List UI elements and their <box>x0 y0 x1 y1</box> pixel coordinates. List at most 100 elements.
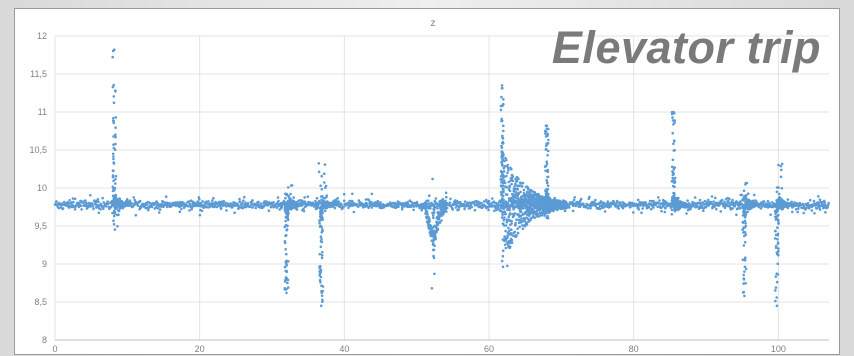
data-point <box>510 167 513 171</box>
data-point <box>406 202 410 206</box>
data-point <box>433 206 436 210</box>
data-point <box>817 195 820 198</box>
data-point <box>512 208 515 211</box>
data-point <box>286 216 290 220</box>
data-point <box>713 205 716 208</box>
data-point <box>440 219 443 222</box>
grid-layer <box>54 35 829 341</box>
data-point <box>606 200 610 203</box>
data-point <box>113 48 116 51</box>
data-point <box>514 221 517 225</box>
data-point <box>502 129 505 133</box>
data-point <box>652 206 655 209</box>
data-point <box>506 166 510 170</box>
data-point <box>502 153 505 156</box>
data-point <box>686 199 689 202</box>
data-point <box>776 238 779 241</box>
data-point <box>594 198 597 202</box>
x-tick-label: 20 <box>195 344 205 354</box>
data-point <box>522 204 525 207</box>
data-point <box>702 209 705 213</box>
data-point <box>715 207 718 211</box>
data-point <box>499 175 503 178</box>
data-point <box>777 163 780 167</box>
data-point <box>510 241 514 245</box>
data-point <box>92 207 95 211</box>
data-point <box>532 200 535 203</box>
x-tick-label: 0 <box>52 344 57 354</box>
data-point <box>673 176 677 180</box>
data-point <box>505 158 508 162</box>
data-point <box>287 194 290 198</box>
data-point <box>794 208 798 211</box>
data-point <box>178 210 182 213</box>
data-point <box>710 195 714 198</box>
data-point <box>215 205 218 209</box>
data-point <box>546 141 550 145</box>
data-point <box>775 304 779 308</box>
data-point <box>111 55 114 59</box>
data-point <box>732 201 735 205</box>
data-point <box>657 196 660 199</box>
data-point <box>777 247 780 250</box>
data-point <box>806 202 810 205</box>
x-tick-label: 100 <box>771 344 786 354</box>
data-point <box>644 201 648 204</box>
data-point <box>267 209 271 212</box>
data-point <box>284 248 288 251</box>
data-point <box>506 171 509 175</box>
data-point <box>320 240 324 244</box>
data-point <box>286 209 289 212</box>
data-point <box>743 294 746 298</box>
data-point <box>698 198 702 202</box>
data-point <box>744 222 747 225</box>
data-point <box>352 210 356 214</box>
data-point <box>286 199 290 203</box>
data-point <box>807 206 811 210</box>
data-point <box>536 212 540 216</box>
data-point <box>319 235 323 238</box>
data-point <box>526 191 530 194</box>
data-point <box>520 217 523 221</box>
data-point <box>145 203 149 207</box>
data-point <box>487 208 490 212</box>
data-point <box>500 141 504 145</box>
data-point <box>719 210 722 213</box>
data-point <box>740 193 744 197</box>
data-point <box>519 182 523 185</box>
data-point <box>529 205 532 209</box>
data-point <box>510 177 514 181</box>
data-point <box>73 197 77 201</box>
data-point <box>745 181 749 185</box>
data-point <box>130 201 133 205</box>
data-point <box>730 200 733 204</box>
data-point <box>132 196 135 199</box>
data-point <box>502 204 505 208</box>
data-point <box>339 205 342 209</box>
data-point <box>565 205 569 209</box>
data-point <box>578 205 582 209</box>
data-point <box>810 209 814 212</box>
data-point <box>448 201 452 204</box>
data-point <box>777 192 781 196</box>
data-point <box>320 198 323 201</box>
data-point <box>664 207 667 210</box>
data-point <box>741 228 744 232</box>
data-point <box>115 206 119 210</box>
data-point <box>521 181 525 185</box>
data-point <box>774 299 777 303</box>
data-point <box>286 224 289 228</box>
data-point <box>320 237 323 241</box>
data-point <box>503 175 506 178</box>
data-point <box>777 186 780 189</box>
data-point <box>213 204 216 208</box>
data-point <box>502 102 505 106</box>
data-point <box>589 207 592 210</box>
data-point <box>507 168 510 172</box>
data-point <box>429 225 433 228</box>
data-point <box>319 304 323 308</box>
data-point <box>544 144 548 147</box>
data-point <box>97 200 100 204</box>
data-point <box>315 196 319 200</box>
data-point <box>514 187 517 191</box>
